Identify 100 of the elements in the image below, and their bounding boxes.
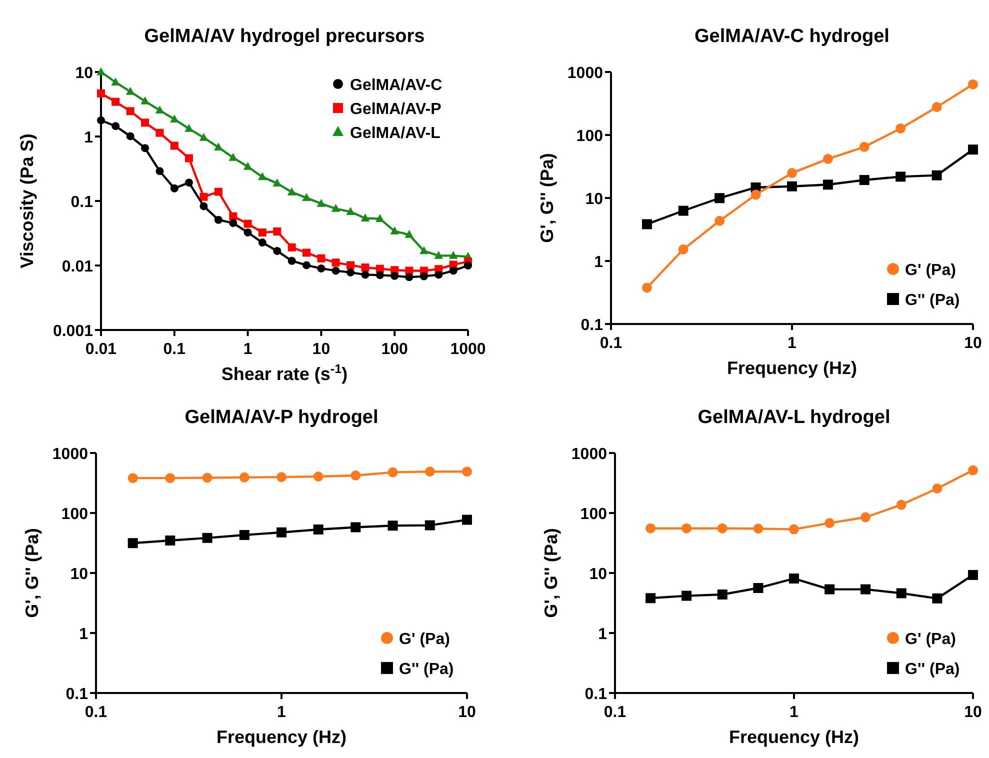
x-tick-label: 100 (381, 341, 408, 358)
point (753, 583, 764, 594)
point (896, 500, 906, 510)
point (165, 536, 176, 546)
point (753, 524, 764, 534)
point (258, 228, 266, 236)
point (420, 246, 428, 254)
point (404, 230, 414, 238)
point (968, 144, 978, 155)
y-tick-label: 0.01 (62, 258, 94, 276)
point (243, 162, 252, 170)
legend-label: G'' (Pa) (905, 661, 960, 678)
y-tick-label: 10 (70, 566, 88, 583)
point (932, 593, 942, 604)
legend-label: G' (Pa) (399, 631, 450, 648)
point (126, 107, 134, 116)
point (258, 172, 267, 180)
point (646, 523, 656, 534)
point (273, 227, 282, 236)
point (787, 181, 797, 192)
point (112, 98, 120, 106)
point (860, 584, 871, 594)
point (111, 77, 120, 86)
point (424, 520, 435, 530)
point (239, 530, 250, 540)
x-axis-title: Frequency (Hz) (216, 727, 347, 747)
y-tick-label: 100 (61, 506, 88, 523)
point (302, 261, 311, 270)
point (789, 524, 799, 534)
x-tick-label: 1 (243, 341, 252, 358)
point (346, 261, 355, 270)
x-axis-title: Frequency (Hz) (728, 727, 860, 747)
point (932, 484, 942, 494)
x-tick-label: 1 (790, 704, 799, 721)
chart-title: GelMA/AV-L hydrogel (698, 407, 890, 428)
point (678, 206, 688, 216)
point (449, 266, 458, 275)
point (156, 167, 164, 176)
point (968, 570, 978, 580)
y-tick-label: 100 (580, 506, 608, 523)
point (789, 574, 799, 584)
legend-label: G' (Pa) (905, 262, 956, 279)
point (717, 590, 728, 600)
chart-title: GelMA/AV-P hydrogel (184, 407, 378, 428)
y-tick-label: 0.1 (70, 194, 94, 211)
y-tick-label: 1000 (52, 446, 88, 463)
point (317, 264, 326, 272)
legend-label: G'' (Pa) (399, 661, 454, 678)
point (184, 124, 194, 132)
point (97, 116, 105, 124)
point (896, 123, 906, 134)
point (239, 472, 250, 482)
point (126, 132, 134, 140)
point (170, 184, 178, 192)
point (388, 520, 398, 531)
point (346, 268, 355, 276)
y-tick-label: 100 (576, 128, 604, 145)
y-axis-title: Viscosity (Pa S) (17, 134, 37, 268)
legend-label: GelMA/AV-C (350, 77, 443, 94)
y-tick-label: 10 (75, 65, 94, 82)
point (202, 532, 212, 543)
x-tick-label: 10 (458, 704, 476, 721)
point (896, 172, 906, 182)
legend-label: GelMA/AV-L (350, 125, 441, 142)
x-axis-title: Shear rate (s$^{-1}$) (221, 362, 348, 384)
point (361, 264, 370, 272)
point (896, 588, 906, 598)
x-tick-label: 10 (964, 335, 982, 352)
legend-label: G' (Pa) (905, 631, 956, 648)
point (376, 214, 384, 222)
point (214, 188, 222, 196)
point (302, 248, 311, 257)
point (200, 202, 208, 210)
point (968, 465, 978, 476)
point (714, 193, 725, 204)
point (750, 190, 761, 200)
point (350, 470, 361, 480)
point (462, 466, 472, 477)
point (141, 144, 150, 152)
point (822, 154, 833, 164)
point (332, 258, 340, 267)
point (405, 273, 414, 282)
point (376, 271, 384, 280)
point (464, 262, 472, 270)
y-axis-title: G', G'' (Pa) (537, 153, 557, 243)
point (288, 256, 296, 265)
chart-title: GelMA/AV-C hydrogel (694, 26, 890, 47)
point (244, 220, 252, 228)
point (331, 204, 340, 212)
y-tick-label: 0.1 (584, 686, 608, 703)
x-axis-title: Frequency (Hz) (726, 358, 858, 378)
point (714, 216, 725, 226)
point (214, 216, 222, 224)
point (229, 219, 238, 228)
point (420, 272, 428, 280)
x-tick-label: 1 (277, 704, 286, 721)
point (859, 175, 870, 186)
point (824, 584, 835, 594)
point (184, 154, 193, 162)
point (258, 238, 266, 247)
